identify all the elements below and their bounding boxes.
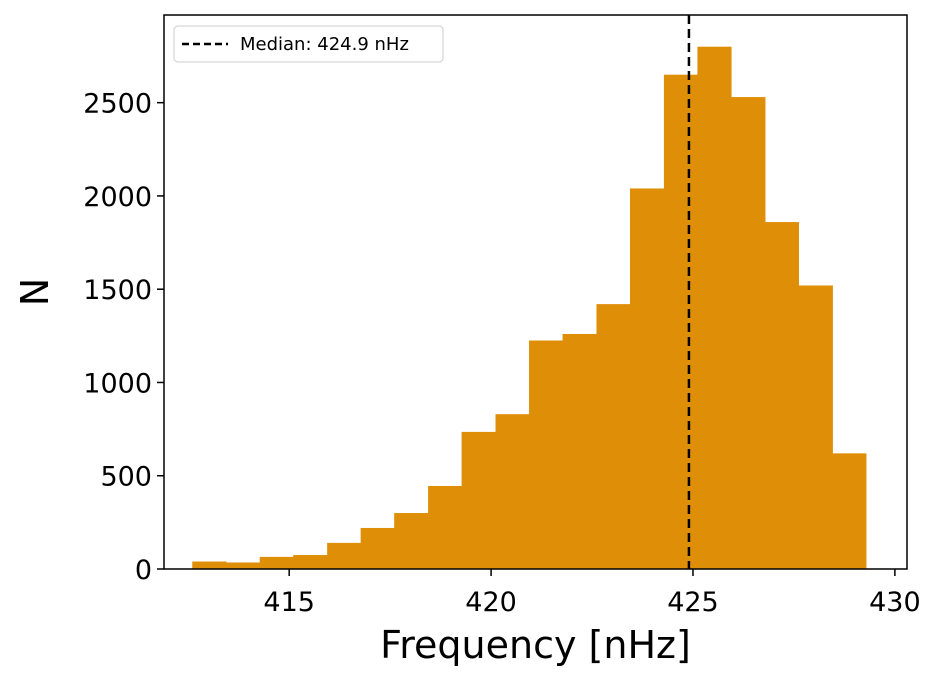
histogram-bar <box>663 74 699 569</box>
y-tick-label: 1500 <box>83 275 152 306</box>
x-axis-ticks: 415 420 425 430 <box>263 569 921 618</box>
x-tick-label: 425 <box>667 587 719 618</box>
histogram-bar <box>327 542 362 569</box>
x-axis-title: Frequency [nHz] <box>380 623 691 667</box>
x-tick-label: 430 <box>869 587 921 618</box>
y-tick-label: 2500 <box>83 89 152 120</box>
histogram-bar <box>730 97 766 569</box>
y-tick-label: 1000 <box>83 368 152 399</box>
histogram-bar <box>832 453 867 569</box>
histogram-bar <box>697 46 732 569</box>
histogram-bar <box>562 333 598 569</box>
y-axis-title: N <box>13 278 57 306</box>
histogram-bar <box>596 304 631 569</box>
y-tick-label: 2000 <box>83 182 152 213</box>
histogram-bar <box>461 431 497 569</box>
histogram-bar <box>259 556 294 569</box>
x-tick-label: 420 <box>465 587 517 618</box>
histogram-bar <box>360 527 395 569</box>
histogram-bar <box>293 555 328 569</box>
histogram-bar <box>764 222 799 570</box>
legend: Median: 424.9 nHz <box>173 25 444 63</box>
histogram-bar <box>495 414 530 569</box>
histogram-bar <box>394 513 429 569</box>
histogram-bar <box>629 188 665 569</box>
histogram-bar <box>192 561 227 569</box>
y-axis-ticks: 0 500 1000 1500 2000 2500 <box>83 89 164 586</box>
histogram-bar <box>529 340 564 569</box>
x-tick-label: 415 <box>263 587 315 618</box>
histogram-bar <box>798 285 833 569</box>
histogram-bar <box>225 562 261 569</box>
legend-label-median: Median: 424.9 nHz <box>240 34 409 55</box>
plot-frame <box>163 14 908 570</box>
y-tick-label: 0 <box>135 555 152 586</box>
y-tick-label: 500 <box>100 462 152 493</box>
histogram-bar <box>428 485 463 569</box>
legend-box <box>173 25 444 63</box>
bars-layer <box>192 46 867 570</box>
